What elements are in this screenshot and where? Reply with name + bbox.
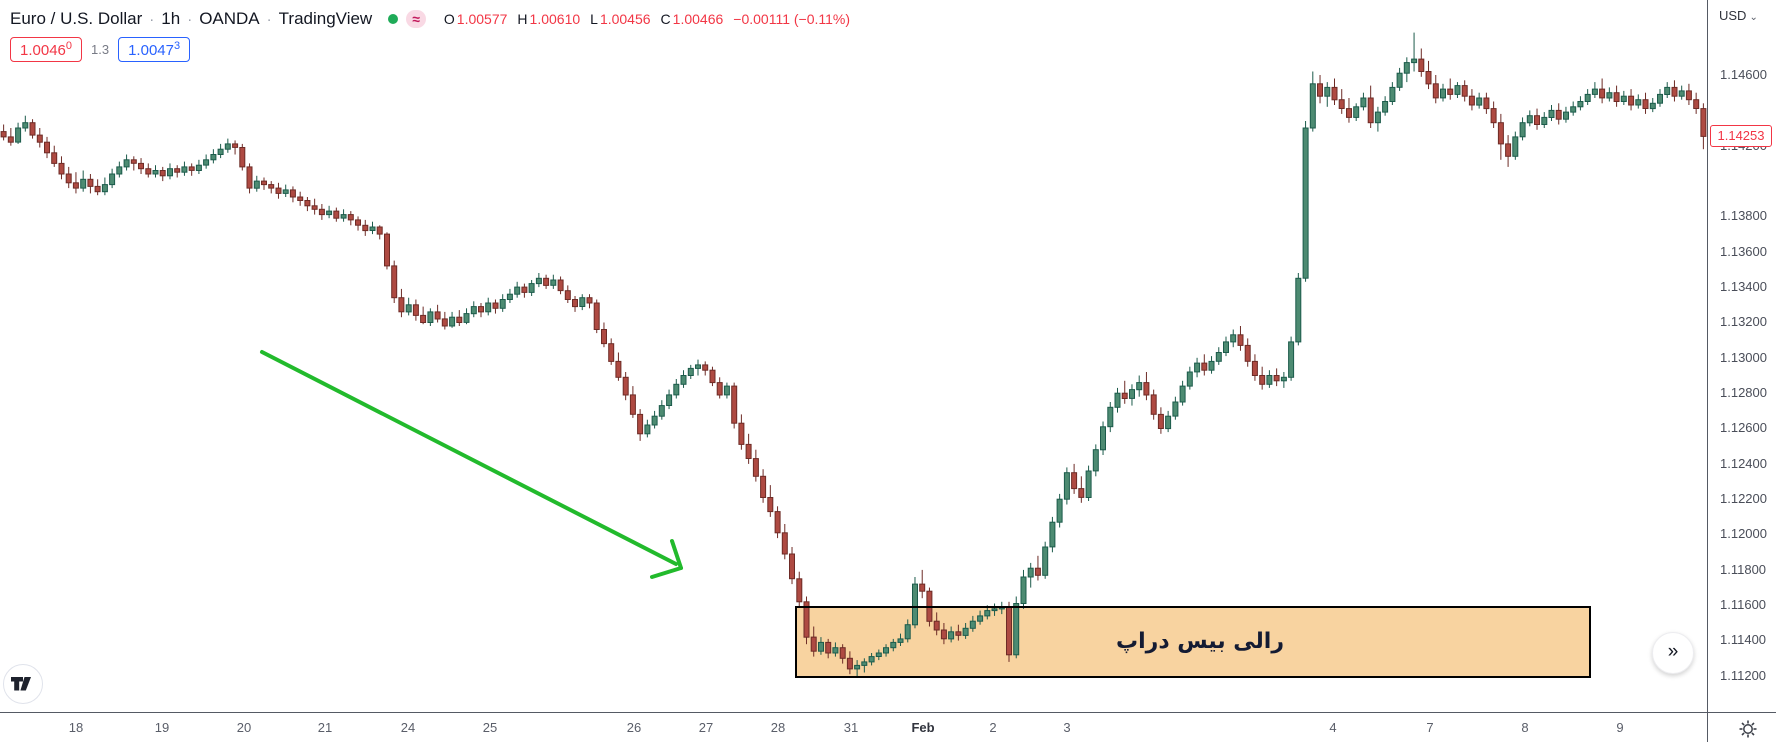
time-tick-label: 3: [1063, 720, 1071, 735]
time-tick-label: 19: [154, 720, 170, 735]
time-tick-label: 8: [1521, 720, 1529, 735]
separator-dot: ·: [266, 10, 272, 28]
time-tick-label: 26: [626, 720, 642, 735]
price-tick-label: 1.12200: [1720, 491, 1767, 506]
separator-dot: ·: [149, 10, 155, 28]
price-tick-label: 1.12800: [1720, 385, 1767, 400]
tv-logo-icon: [11, 677, 31, 691]
time-tick-label: 28: [770, 720, 786, 735]
time-tick-label: 2: [989, 720, 997, 735]
time-tick-label: 4: [1329, 720, 1337, 735]
buy-ask-button[interactable]: 1.00473: [118, 37, 191, 62]
provider-label: TradingView: [278, 9, 373, 28]
time-tick-label: 27: [698, 720, 714, 735]
price-tick-label: 1.12000: [1720, 526, 1767, 541]
low-value: 1.00456: [599, 11, 651, 27]
price-tick-label: 1.12400: [1720, 456, 1767, 471]
chart-canvas[interactable]: رالی بیس دراپ: [0, 0, 1707, 712]
price-tick-label: 1.13200: [1720, 314, 1767, 329]
chart-header: Euro / U.S. Dollar · 1h · OANDA · Tradin…: [10, 8, 850, 30]
separator-dot: ·: [187, 10, 193, 28]
sell-bid-button[interactable]: 1.00460: [10, 37, 83, 62]
candlestick-series: [0, 32, 1707, 676]
exchange-label: OANDA: [199, 9, 260, 28]
high-value: 1.00610: [529, 11, 581, 27]
time-tick-label: 25: [482, 720, 498, 735]
price-tick-label: 1.11800: [1720, 562, 1767, 577]
price-tick-label: 1.11400: [1720, 632, 1767, 647]
time-tick-label: 18: [68, 720, 84, 735]
time-tick-label: Feb: [911, 720, 935, 735]
approximation-icon[interactable]: ≈: [406, 10, 426, 28]
open-label: O: [443, 11, 455, 27]
last-price-tag: 1.14253: [1710, 125, 1772, 147]
price-axis-currency-dropdown[interactable]: USD ⌄: [1719, 8, 1758, 23]
price-tick-label: 1.11200: [1720, 668, 1767, 683]
spread-value: 1.3: [91, 42, 110, 57]
change-value: −0.00111 (−0.11%): [733, 11, 851, 27]
time-tick-label: 20: [236, 720, 252, 735]
high-label: H: [517, 11, 528, 27]
close-value: 1.00466: [672, 11, 724, 27]
interval-label[interactable]: 1h: [161, 9, 181, 28]
tradingview-logo[interactable]: [3, 664, 43, 704]
close-label: C: [660, 11, 671, 27]
low-label: L: [590, 11, 598, 27]
price-tick-label: 1.13600: [1720, 244, 1767, 259]
price-tick-label: 1.13800: [1720, 208, 1767, 223]
open-value: 1.00577: [456, 11, 508, 27]
zone-label-rally-base-drop: رالی بیس دراپ: [1116, 629, 1284, 654]
time-tick-label: 31: [843, 720, 859, 735]
time-tick-label: 9: [1616, 720, 1624, 735]
time-tick-label: 21: [317, 720, 333, 735]
supply-zone-box[interactable]: [795, 606, 1591, 678]
quote-row: 1.00460 1.3 1.00473: [10, 37, 191, 62]
ohlc-readout: O 1.00577 H 1.00610 L 1.00456 C 1.00466 −0.0…: [444, 11, 850, 27]
time-tick-label: 24: [400, 720, 416, 735]
price-tick-label: 1.12600: [1720, 420, 1767, 435]
timezone-settings-gear-icon[interactable]: [1738, 719, 1758, 739]
market-status-icon[interactable]: [388, 14, 399, 24]
time-axis-separator: [0, 712, 1776, 713]
price-tick-label: 1.11600: [1720, 597, 1767, 612]
price-tick-label: 1.13400: [1720, 279, 1767, 294]
symbol-title[interactable]: Euro / U.S. Dollar: [10, 9, 143, 28]
time-tick-label: 7: [1426, 720, 1434, 735]
price-axis-separator: [1707, 0, 1708, 742]
downtrend-arrow[interactable]: [260, 350, 683, 579]
price-tick-label: 1.14600: [1720, 67, 1767, 82]
collapse-panel-button[interactable]: »: [1652, 632, 1694, 674]
chevron-down-icon: ⌄: [1749, 12, 1758, 23]
price-tick-label: 1.13000: [1720, 350, 1767, 365]
